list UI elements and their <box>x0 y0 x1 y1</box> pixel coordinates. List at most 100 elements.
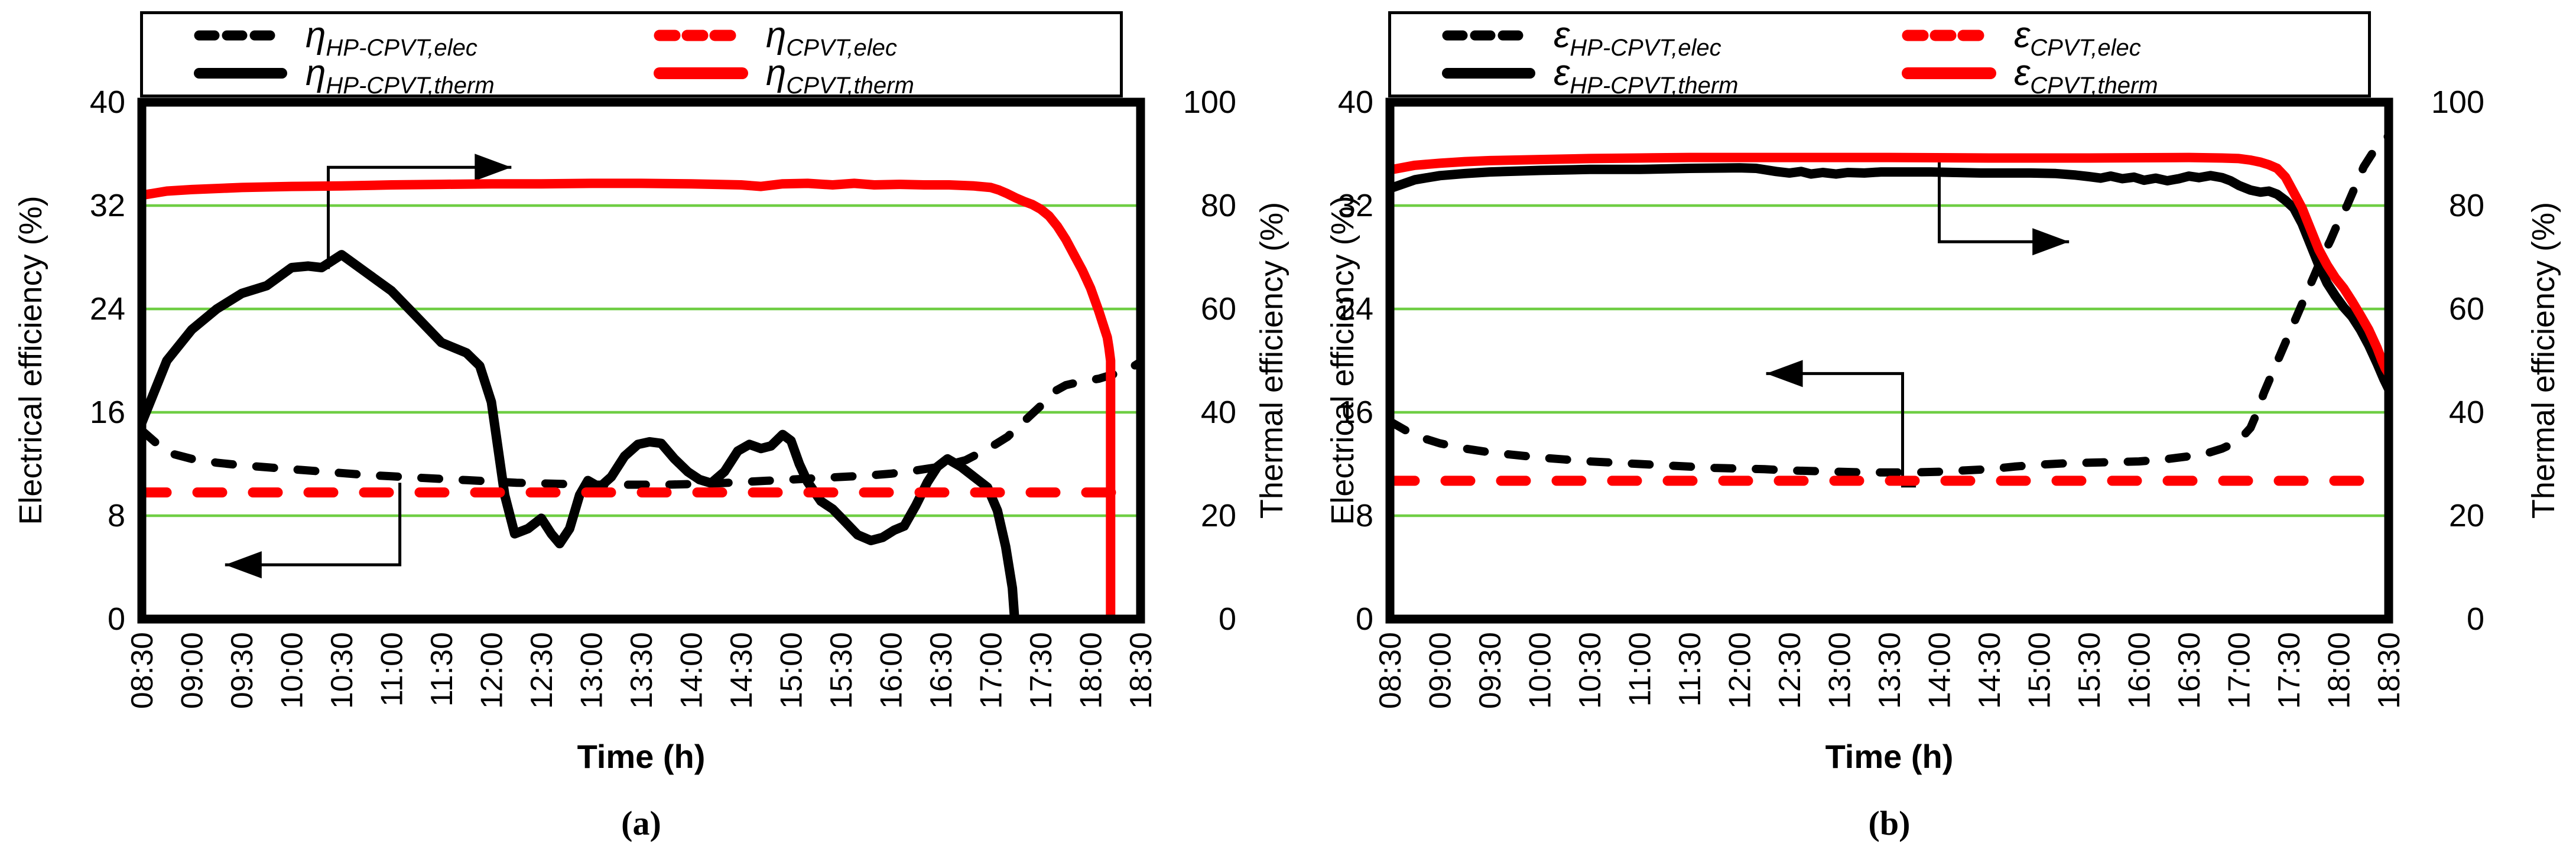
legend-marker-solid <box>1442 68 1535 79</box>
y-tick-left-32: 32 <box>90 188 125 223</box>
series-eta-CPVT-therm <box>142 178 1116 619</box>
x-tick-14:00: 14:00 <box>675 632 709 709</box>
legend-label: ηCPVT,therm <box>766 53 914 99</box>
legend-marker-solid <box>1902 67 1996 79</box>
y-axis-title-right-b: Thermal efficiency (%) <box>2526 201 2561 519</box>
legend-marker-dashed <box>1902 30 1996 41</box>
x-tick-11:30: 11:30 <box>425 632 459 707</box>
series-eta-HP-CPVT-elec <box>142 357 1141 489</box>
legend-entry-CPVT,elec: ηCPVT,elec <box>654 15 1114 61</box>
left-axis-arrow <box>1766 372 1916 488</box>
legend-marker-solid <box>654 67 748 79</box>
y-tick-right-100: 100 <box>1183 84 1236 120</box>
x-tick-15:00: 15:00 <box>2023 632 2057 709</box>
series-eps-CPVT-therm <box>1390 152 2389 379</box>
y-tick-right-60: 60 <box>1201 291 1236 327</box>
y-tick-right-0: 0 <box>1219 601 1236 637</box>
x-tick-17:00: 17:00 <box>2223 632 2257 709</box>
x-tick-11:00: 11:00 <box>375 632 410 707</box>
legend-b: εHP-CPVT,elec εCPVT,elec εHP-CPVT,therm εCP… <box>1388 11 2371 97</box>
x-tick-16:00: 16:00 <box>2123 632 2157 709</box>
x-tick-15:00: 15:00 <box>775 632 809 709</box>
y-tick-left-0: 0 <box>108 601 125 637</box>
legend-label: ηHP-CPVT,therm <box>306 53 495 99</box>
x-tick-10:00: 10:00 <box>1523 632 1558 709</box>
x-tick-13:00: 13:00 <box>1823 632 1857 709</box>
x-tick-14:30: 14:30 <box>1973 632 2007 709</box>
y-tick-left-32: 32 <box>1338 188 1373 223</box>
plot-border <box>1385 97 2393 624</box>
legend-entry-CPVT,therm: ηCPVT,therm <box>654 53 1114 99</box>
x-tick-12:30: 12:30 <box>1773 632 1807 709</box>
x-tick-10:30: 10:30 <box>1573 632 1607 709</box>
y-axis-title-left-b: Electrical efficiency (%) <box>1325 196 1360 525</box>
series-eps-HP-CPVT-therm <box>1390 163 2389 394</box>
x-tick-13:30: 13:30 <box>1873 632 1907 709</box>
legend-entry-CPVT,elec: εCPVT,elec <box>1902 15 2362 61</box>
x-tick-13:00: 13:00 <box>575 632 609 709</box>
x-tick-18:30: 18:30 <box>1124 632 1158 709</box>
legend-label: εCPVT,therm <box>2014 53 2158 99</box>
y-tick-left-40: 40 <box>1338 84 1373 120</box>
legend-label: εHP-CPVT,therm <box>1554 53 1739 99</box>
y-tick-right-40: 40 <box>2449 395 2484 430</box>
x-tick-12:30: 12:30 <box>525 632 559 709</box>
x-axis-title-b: Time (h) <box>1825 738 1954 775</box>
y-tick-right-20: 20 <box>1201 498 1236 533</box>
x-tick-10:30: 10:30 <box>325 632 359 709</box>
left-axis-arrow-head <box>1766 360 1803 388</box>
legend-marker-dashed <box>194 30 287 41</box>
y-tick-right-0: 0 <box>2467 601 2484 637</box>
x-tick-09:30: 09:30 <box>225 632 259 709</box>
y-tick-right-80: 80 <box>1201 188 1236 223</box>
x-tick-12:00: 12:00 <box>475 632 509 709</box>
y-tick-left-40: 40 <box>90 84 125 120</box>
y-tick-left-24: 24 <box>90 291 125 327</box>
x-tick-10:00: 10:00 <box>275 632 310 709</box>
legend-label: ηHP-CPVT,elec <box>306 15 477 61</box>
y-tick-left-0: 0 <box>1356 601 1373 637</box>
left-axis-arrow-head <box>225 551 262 579</box>
y-tick-right-60: 60 <box>2449 291 2484 327</box>
x-tick-15:30: 15:30 <box>2073 632 2107 709</box>
legend-label: εCPVT,elec <box>2014 15 2141 61</box>
legend-label: ηCPVT,elec <box>766 15 897 61</box>
legend-marker-dashed <box>1442 30 1535 41</box>
x-tick-15:30: 15:30 <box>824 632 859 709</box>
legend-entry-HP-CPVT,therm: εHP-CPVT,therm <box>1441 53 1902 99</box>
x-tick-08:30: 08:30 <box>125 632 160 709</box>
x-tick-13:30: 13:30 <box>625 632 659 709</box>
y-tick-right-100: 100 <box>2431 84 2484 120</box>
legend-entry-HP-CPVT,elec: ηHP-CPVT,elec <box>193 15 654 61</box>
legend-label: εHP-CPVT,elec <box>1554 15 1721 61</box>
series-eps-HP-CPVT-elec <box>1390 131 2389 477</box>
x-tick-14:00: 14:00 <box>1923 632 1957 709</box>
legend-entry-HP-CPVT,therm: ηHP-CPVT,therm <box>193 53 654 99</box>
right-axis-arrow-head <box>475 154 512 181</box>
right-axis-arrow-head <box>2032 228 2070 256</box>
legend-entry-CPVT,therm: εCPVT,therm <box>1902 53 2362 99</box>
x-tick-08:30: 08:30 <box>1373 632 1408 709</box>
chart-panel-b: εHP-CPVT,elec εCPVT,elec εHP-CPVT,therm εCP… <box>1248 0 2576 866</box>
y-tick-right-40: 40 <box>1201 395 1236 430</box>
x-tick-12:00: 12:00 <box>1723 632 1758 709</box>
x-tick-17:00: 17:00 <box>974 632 1009 709</box>
x-tick-09:00: 09:00 <box>1424 632 1458 709</box>
x-tick-17:30: 17:30 <box>1024 632 1058 709</box>
y-tick-left-8: 8 <box>108 498 125 533</box>
chart-panel-a: ηHP-CPVT,elec ηCPVT,elec ηHP-CPVT,therm ηCP… <box>13 11 1289 842</box>
x-tick-16:30: 16:30 <box>2172 632 2207 709</box>
x-tick-09:00: 09:00 <box>176 632 210 709</box>
y-axis-title-left-a: Electrical efficiency (%) <box>13 196 48 525</box>
x-tick-16:00: 16:00 <box>875 632 909 709</box>
x-tick-16:30: 16:30 <box>924 632 959 709</box>
plot-border <box>137 97 1145 624</box>
y-tick-left-8: 8 <box>1356 498 1373 533</box>
plot-area-b: 0 8 16 24 32 40 0 20 40 60 80 100 08:30 09:00 09:30 10:… <box>1338 84 2484 709</box>
x-tick-18:00: 18:00 <box>1074 632 1109 709</box>
series-eta-HP-CPVT-therm <box>142 250 1019 619</box>
y-tick-right-80: 80 <box>2449 188 2484 223</box>
legend-a: ηHP-CPVT,elec ηCPVT,elec ηHP-CPVT,therm ηCP… <box>140 11 1123 97</box>
y-tick-left-24: 24 <box>1338 291 1373 327</box>
x-tick-11:00: 11:00 <box>1623 632 1658 707</box>
